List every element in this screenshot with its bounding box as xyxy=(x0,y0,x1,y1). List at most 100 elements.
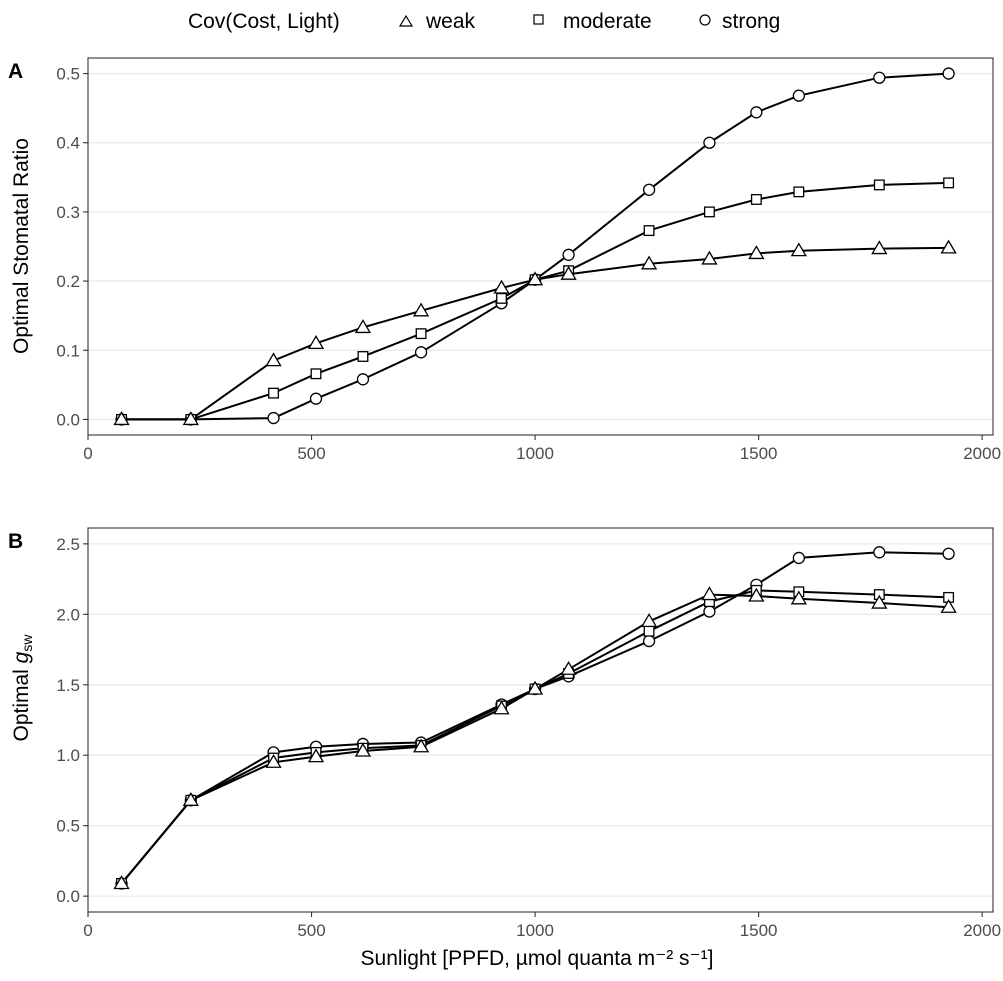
panel-b-point-weak xyxy=(354,742,372,757)
panel-a-xtick-label: 1500 xyxy=(740,444,778,463)
panel-b-ytick-label: 1.0 xyxy=(56,746,80,765)
panel-a-point-strong xyxy=(703,136,716,149)
panel-b-ytick-label: 2.5 xyxy=(56,535,80,554)
panel-b-point-weak xyxy=(748,587,765,602)
panel-b-point-weak xyxy=(526,680,544,695)
legend-label-strong: strong xyxy=(722,10,780,33)
panel-b-ylabel-var: g xyxy=(10,651,33,663)
panel-a-ylabel: Optimal Stomatal Ratio xyxy=(10,138,33,354)
panel-b-point-strong xyxy=(942,547,955,560)
panel-a-xtick-label: 2000 xyxy=(963,444,1001,463)
legend: Cov(Cost, Light) weak moderate strong xyxy=(188,10,780,33)
panel-a-point-weak xyxy=(265,352,282,367)
panel-a-point-strong xyxy=(792,89,805,102)
panel-a-point-weak xyxy=(748,245,765,260)
legend-circle-icon xyxy=(699,14,711,26)
panel-a-ytick-label: 0.1 xyxy=(56,341,80,360)
panel-a-point-moderate xyxy=(496,292,507,304)
panel-a-ytick-label: 0.3 xyxy=(56,203,80,222)
panel-b-point-moderate xyxy=(643,625,655,637)
panel-a-point-weak xyxy=(182,411,199,426)
panel-b-point-weak xyxy=(182,792,199,806)
panel-b-point-strong xyxy=(792,551,805,565)
panel-a-point-strong xyxy=(642,183,656,196)
panel-a-point-moderate xyxy=(703,206,715,218)
panel-a-point-strong xyxy=(562,248,575,261)
panel-a-point-strong xyxy=(414,346,428,359)
panel-a-point-strong xyxy=(309,392,323,405)
panel-b-xtick-label: 0 xyxy=(83,921,92,940)
panel-a-point-weak xyxy=(493,279,510,294)
panel-a-frame xyxy=(87,57,994,436)
panel-a-gridlines xyxy=(88,72,993,421)
panel-a-label: A xyxy=(8,60,23,83)
panel-a-point-weak xyxy=(526,271,544,286)
panel-a-point-moderate xyxy=(793,186,805,198)
panel-b-ytick-label: 0.0 xyxy=(56,887,80,906)
panel-b-point-weak xyxy=(307,748,325,763)
panel-a-point-weak xyxy=(640,255,658,270)
panel-b-point-weak xyxy=(640,613,658,628)
panel-a-point-weak xyxy=(412,302,430,317)
panel-b-series xyxy=(113,546,957,890)
panel-a-xtick-label: 1000 xyxy=(516,444,554,463)
panel-a-point-moderate xyxy=(415,328,427,340)
panel-a-point-strong xyxy=(267,411,280,425)
panel-a-point-weak xyxy=(701,250,718,265)
panel-b-label: B xyxy=(8,530,23,553)
panel-b-ylabel-main: Optimal xyxy=(10,663,33,741)
panel-a-point-strong xyxy=(750,106,763,119)
panel-b-point-strong xyxy=(873,546,886,559)
panel-b-xtick-label: 1500 xyxy=(740,921,778,940)
panel-b-ytick-label: 0.5 xyxy=(56,817,80,836)
panel-a-ytick-label: 0.4 xyxy=(56,134,80,153)
panel-b-point-weak xyxy=(790,590,807,605)
panel-a-point-weak xyxy=(940,239,957,254)
panel-a-point-weak xyxy=(354,319,372,334)
panel-b-xtick-label: 2000 xyxy=(963,921,1001,940)
legend-square-icon xyxy=(533,14,544,25)
legend-triangle-icon xyxy=(398,14,414,27)
panel-a-point-moderate xyxy=(943,177,955,189)
panel-a-ytick-label: 0.0 xyxy=(56,410,80,429)
panel-a-xtick-label: 0 xyxy=(83,444,92,463)
panel-b-ticks: 0.0 0.5 1.0 1.5 2.0 2.5 0 500 1000 1500 2000 xyxy=(56,535,1001,940)
panel-a-point-moderate xyxy=(310,368,322,380)
panel-b-point-strong xyxy=(642,634,656,648)
panel-a-ticks: 0.0 0.1 0.2 0.3 0.4 0.5 0 500 1000 1500 2000 xyxy=(56,65,1001,463)
panel-b-frame xyxy=(87,527,994,913)
panel-b-point-weak xyxy=(412,738,430,753)
panel-a-point-weak xyxy=(307,335,325,349)
panel-b-point-weak xyxy=(940,598,957,613)
panel-a-xtick-label: 500 xyxy=(297,444,325,463)
panel-b-xlabel: Sunlight [PPFD, µmol quanta m⁻² s⁻¹] xyxy=(361,947,714,970)
panel-a-point-strong xyxy=(873,71,886,84)
panel-a-ytick-label: 0.2 xyxy=(56,272,80,291)
panel-a-point-moderate xyxy=(643,225,655,237)
panel-a-point-weak xyxy=(560,265,577,280)
panel-a-point-strong xyxy=(942,67,955,80)
panel-a: A Optimal Stomatal Ratio 0.0 0.1 0.2 0.3 0.4… xyxy=(8,57,1001,463)
panel-b-point-weak xyxy=(560,660,577,675)
panel-b-point-weak xyxy=(701,586,718,601)
panel-b-ytick-label: 1.5 xyxy=(56,676,80,695)
panel-b-point-weak xyxy=(871,594,888,609)
panel-a-point-moderate xyxy=(268,387,279,399)
panel-a-point-weak xyxy=(871,240,888,255)
panel-a-point-moderate xyxy=(750,194,762,205)
panel-b-xtick-label: 1000 xyxy=(516,921,554,940)
panel-a-point-weak xyxy=(790,242,807,257)
panel-b-xtick-label: 500 xyxy=(297,921,325,940)
panel-b-ylabel: Optimal gsw xyxy=(10,634,35,742)
panel-a-ytick-label: 0.5 xyxy=(56,65,80,84)
panel-b-point-weak xyxy=(265,753,282,768)
panel-a-point-moderate xyxy=(357,351,369,362)
panel-b-point-strong xyxy=(703,605,716,618)
panel-a-point-weak xyxy=(113,411,130,426)
panel-b-ytick-label: 2.0 xyxy=(56,605,80,624)
legend-label-moderate: moderate xyxy=(563,10,652,33)
panel-b-point-weak xyxy=(113,875,130,890)
panel-a-point-moderate xyxy=(873,179,885,191)
